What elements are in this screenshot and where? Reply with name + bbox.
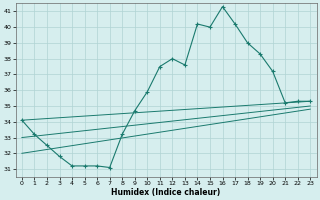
X-axis label: Humidex (Indice chaleur): Humidex (Indice chaleur) [111,188,221,197]
